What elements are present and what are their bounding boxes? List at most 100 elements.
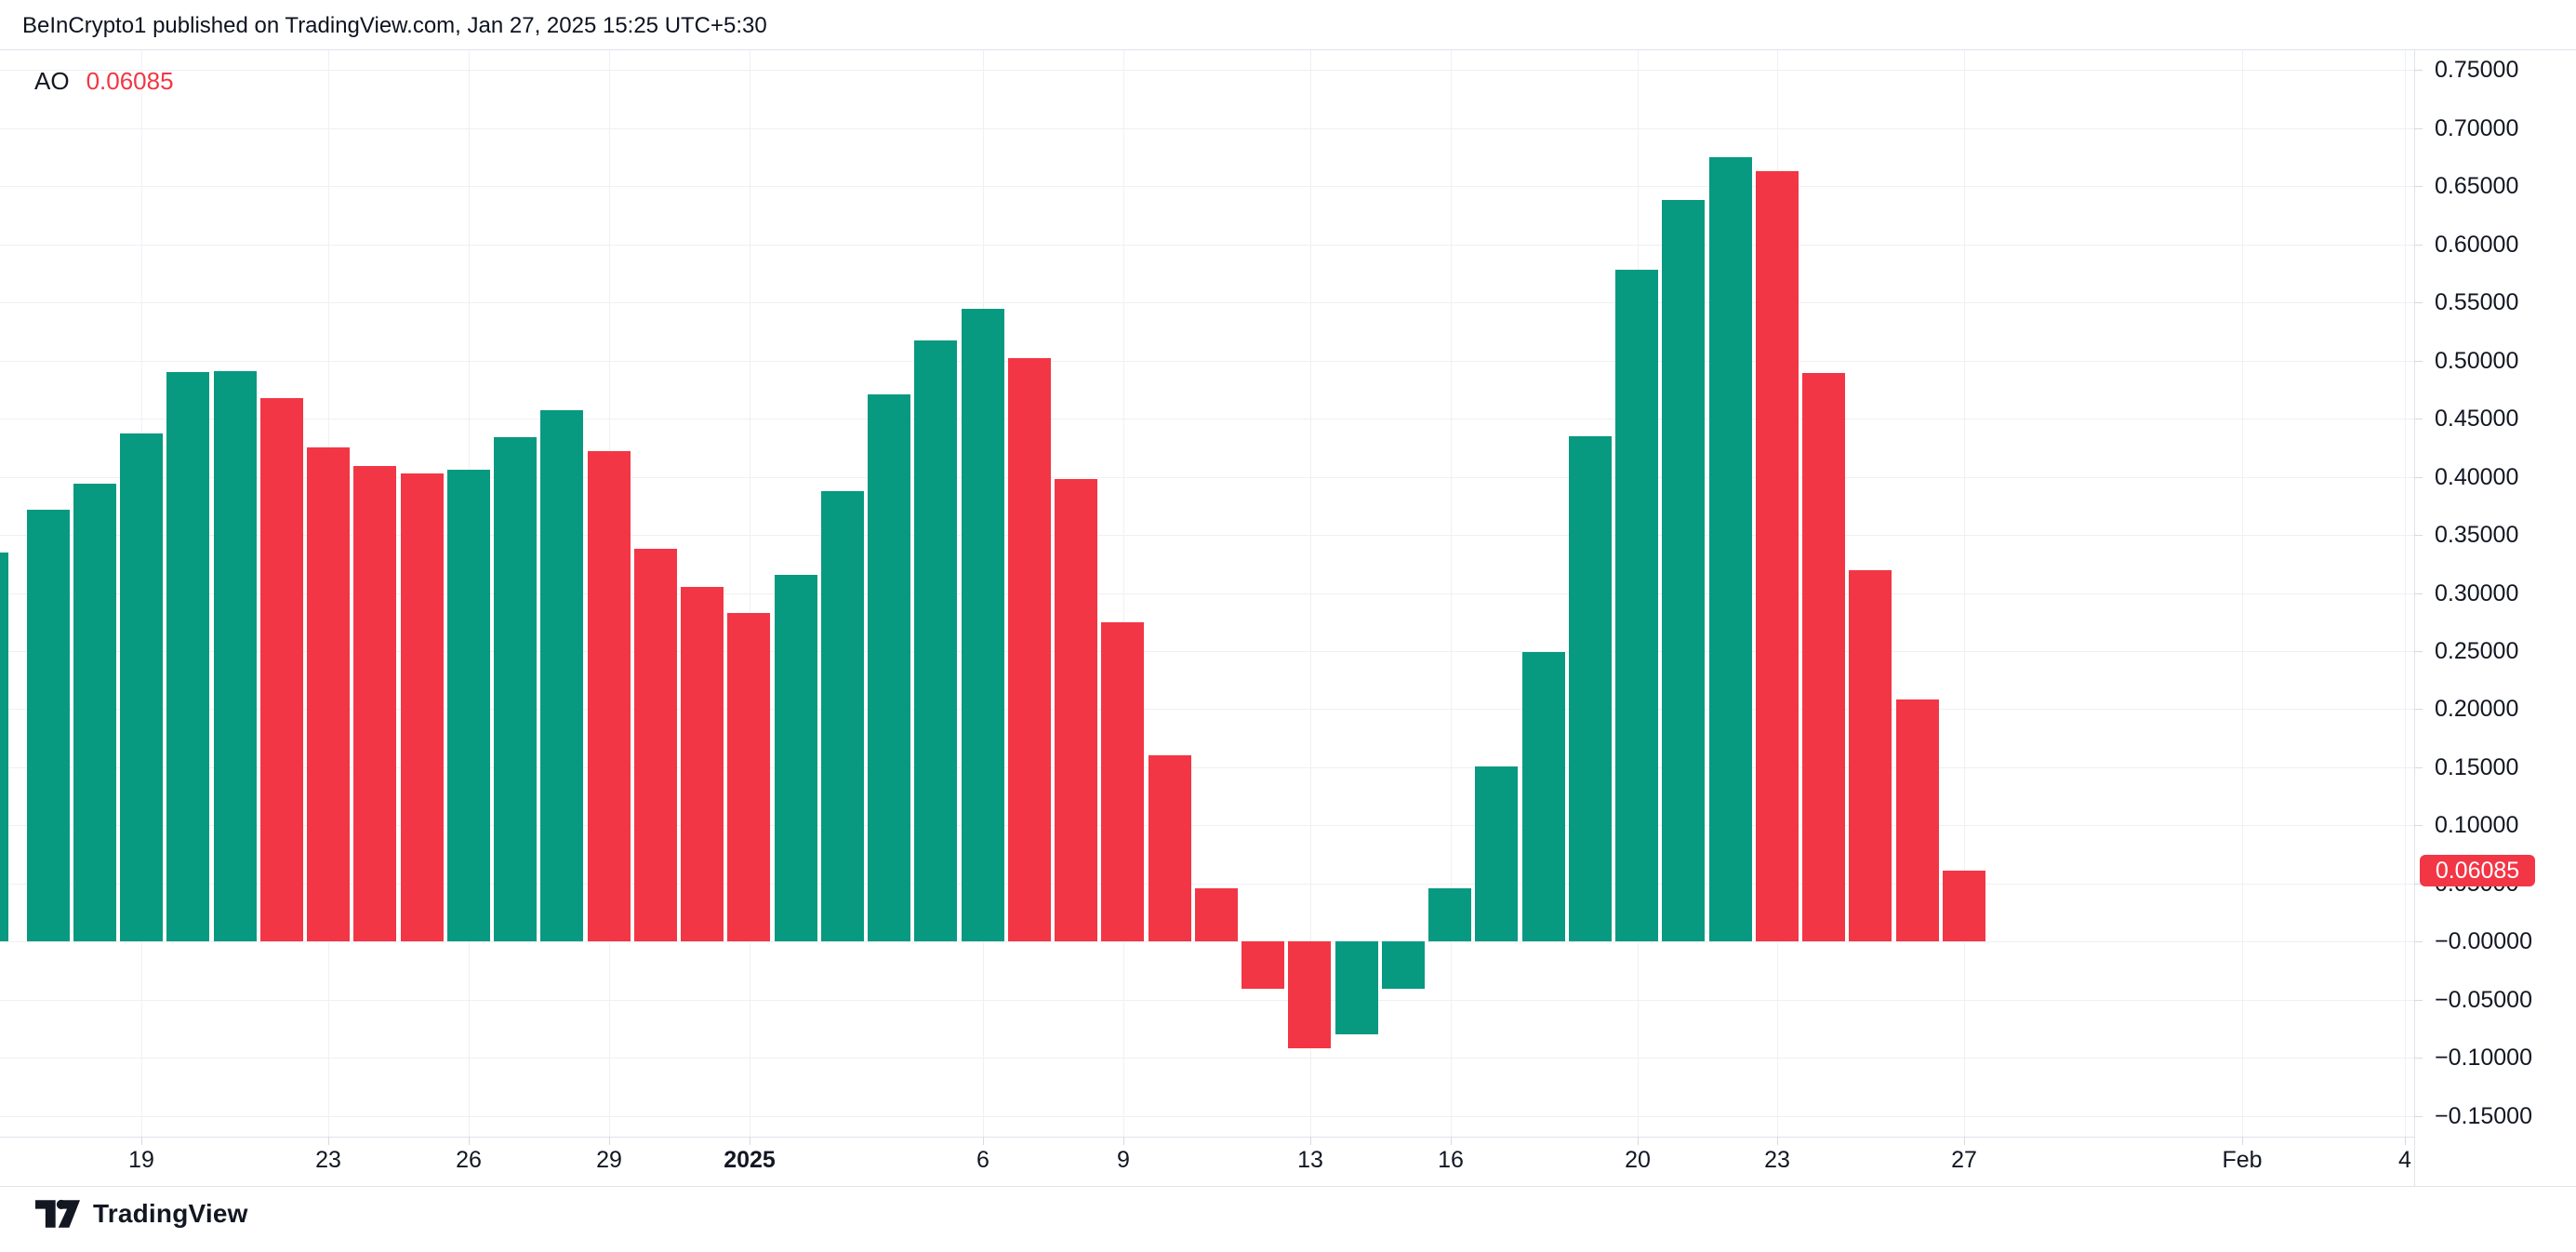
indicator-legend[interactable]: AO 0.06085 (34, 67, 174, 96)
time-axis-tick (1123, 1137, 1124, 1145)
price-axis-tick (2414, 70, 2423, 72)
histogram-bar (1101, 621, 1145, 942)
histogram-bar (1194, 887, 1238, 942)
price-axis-tick (2414, 360, 2423, 362)
price-axis-tick (2414, 593, 2423, 594)
price-axis-tick (2414, 419, 2423, 420)
time-axis-tick (1638, 1137, 1639, 1145)
time-axis-tick (1451, 1137, 1452, 1145)
histogram-bar (1288, 941, 1332, 1049)
price-axis-label: 0.60000 (2435, 231, 2519, 258)
horizontal-gridline (0, 1115, 2414, 1117)
price-axis-label: 0.55000 (2435, 289, 2519, 316)
price-axis-tick (2414, 825, 2423, 827)
price-axis-tick (2414, 127, 2423, 129)
time-axis-tick (1310, 1137, 1311, 1145)
price-axis-label: 0.35000 (2435, 522, 2519, 549)
price-axis-label: −0.00000 (2435, 928, 2532, 955)
histogram-bar (1428, 887, 1472, 942)
tradingview-logo-icon[interactable] (35, 1198, 80, 1230)
vertical-gridline (1310, 49, 1311, 1137)
price-axis-label: 0.45000 (2435, 406, 2519, 433)
time-axis-label: 27 (1951, 1147, 1977, 1173)
histogram-bar (1802, 373, 1846, 942)
time-axis-label: 16 (1438, 1147, 1464, 1173)
histogram-bar (0, 552, 8, 942)
price-axis-label: 0.40000 (2435, 463, 2519, 490)
time-axis-tick (1777, 1137, 1778, 1145)
histogram-bar (1521, 652, 1565, 942)
histogram-bar (1615, 270, 1659, 942)
price-axis-tick (2414, 999, 2423, 1001)
histogram-bar (1055, 479, 1098, 942)
axis-bottom-border (0, 1186, 2576, 1187)
price-axis-tick (2414, 535, 2423, 537)
tradingview-wordmark[interactable]: TradingView (93, 1199, 248, 1228)
vertical-gridline (1451, 49, 1452, 1137)
histogram-bar (26, 509, 70, 942)
pane-top-border (0, 49, 2576, 50)
price-axis-tick (2414, 941, 2423, 943)
price-axis-label: 0.50000 (2435, 347, 2519, 374)
price-axis-tick (2414, 1058, 2423, 1059)
histogram-bar (73, 484, 116, 942)
histogram-bar (820, 490, 864, 942)
time-axis-label: 9 (1117, 1147, 1130, 1173)
horizontal-gridline (0, 650, 2414, 652)
horizontal-gridline (0, 127, 2414, 129)
horizontal-gridline (0, 766, 2414, 768)
histogram-bar (681, 587, 724, 942)
histogram-bar (1568, 435, 1612, 942)
footer: TradingView (35, 1198, 248, 1230)
time-axis-label: 23 (1764, 1147, 1790, 1173)
price-axis-tick (2414, 302, 2423, 304)
time-axis-tick (328, 1137, 329, 1145)
histogram-bar (961, 308, 1004, 942)
price-axis-label: −0.10000 (2435, 1045, 2532, 1072)
time-axis-label: 26 (456, 1147, 482, 1173)
histogram-bar (1007, 358, 1051, 942)
pane-bottom-border (0, 1137, 2414, 1138)
price-axis-label: 0.15000 (2435, 753, 2519, 780)
histogram-bar (120, 433, 164, 942)
horizontal-gridline (0, 186, 2414, 188)
time-axis-label: 23 (315, 1147, 341, 1173)
time-axis-label: Feb (2222, 1147, 2263, 1173)
price-axis-tick (2414, 650, 2423, 652)
price-axis-tick (2414, 709, 2423, 711)
histogram-bar (727, 612, 771, 942)
time-axis-label: 13 (1297, 1147, 1323, 1173)
histogram-bar (774, 574, 817, 942)
price-scale-border (2414, 49, 2415, 1187)
price-axis-tick (2414, 476, 2423, 478)
histogram-bar (1334, 941, 1378, 1035)
histogram-bar (914, 340, 958, 942)
histogram-bar (446, 470, 490, 942)
histogram-bar (166, 372, 210, 942)
price-axis-label: 0.30000 (2435, 579, 2519, 606)
time-axis-tick (2242, 1137, 2243, 1145)
histogram-bar (868, 393, 911, 942)
price-axis-tick (2414, 1115, 2423, 1117)
horizontal-gridline (0, 1058, 2414, 1059)
histogram-bar (540, 410, 584, 942)
horizontal-gridline (0, 825, 2414, 827)
histogram-bar (1708, 157, 1752, 942)
histogram-bar (1849, 569, 1892, 942)
horizontal-gridline (0, 244, 2414, 246)
price-axis-label: −0.15000 (2435, 1102, 2532, 1129)
histogram-bar (1895, 699, 1939, 942)
time-axis-label: 19 (128, 1147, 154, 1173)
time-axis-tick (1964, 1137, 1965, 1145)
horizontal-gridline (0, 302, 2414, 304)
time-axis-tick (2405, 1137, 2406, 1145)
time-axis-label: 6 (976, 1147, 989, 1173)
time-axis-tick (983, 1137, 984, 1145)
time-axis-label: 29 (596, 1147, 622, 1173)
histogram-bar (1381, 941, 1425, 990)
price-axis-label: 0.75000 (2435, 57, 2519, 84)
histogram-bar (587, 451, 631, 942)
histogram-bar (259, 397, 303, 942)
histogram-bar (307, 447, 351, 942)
